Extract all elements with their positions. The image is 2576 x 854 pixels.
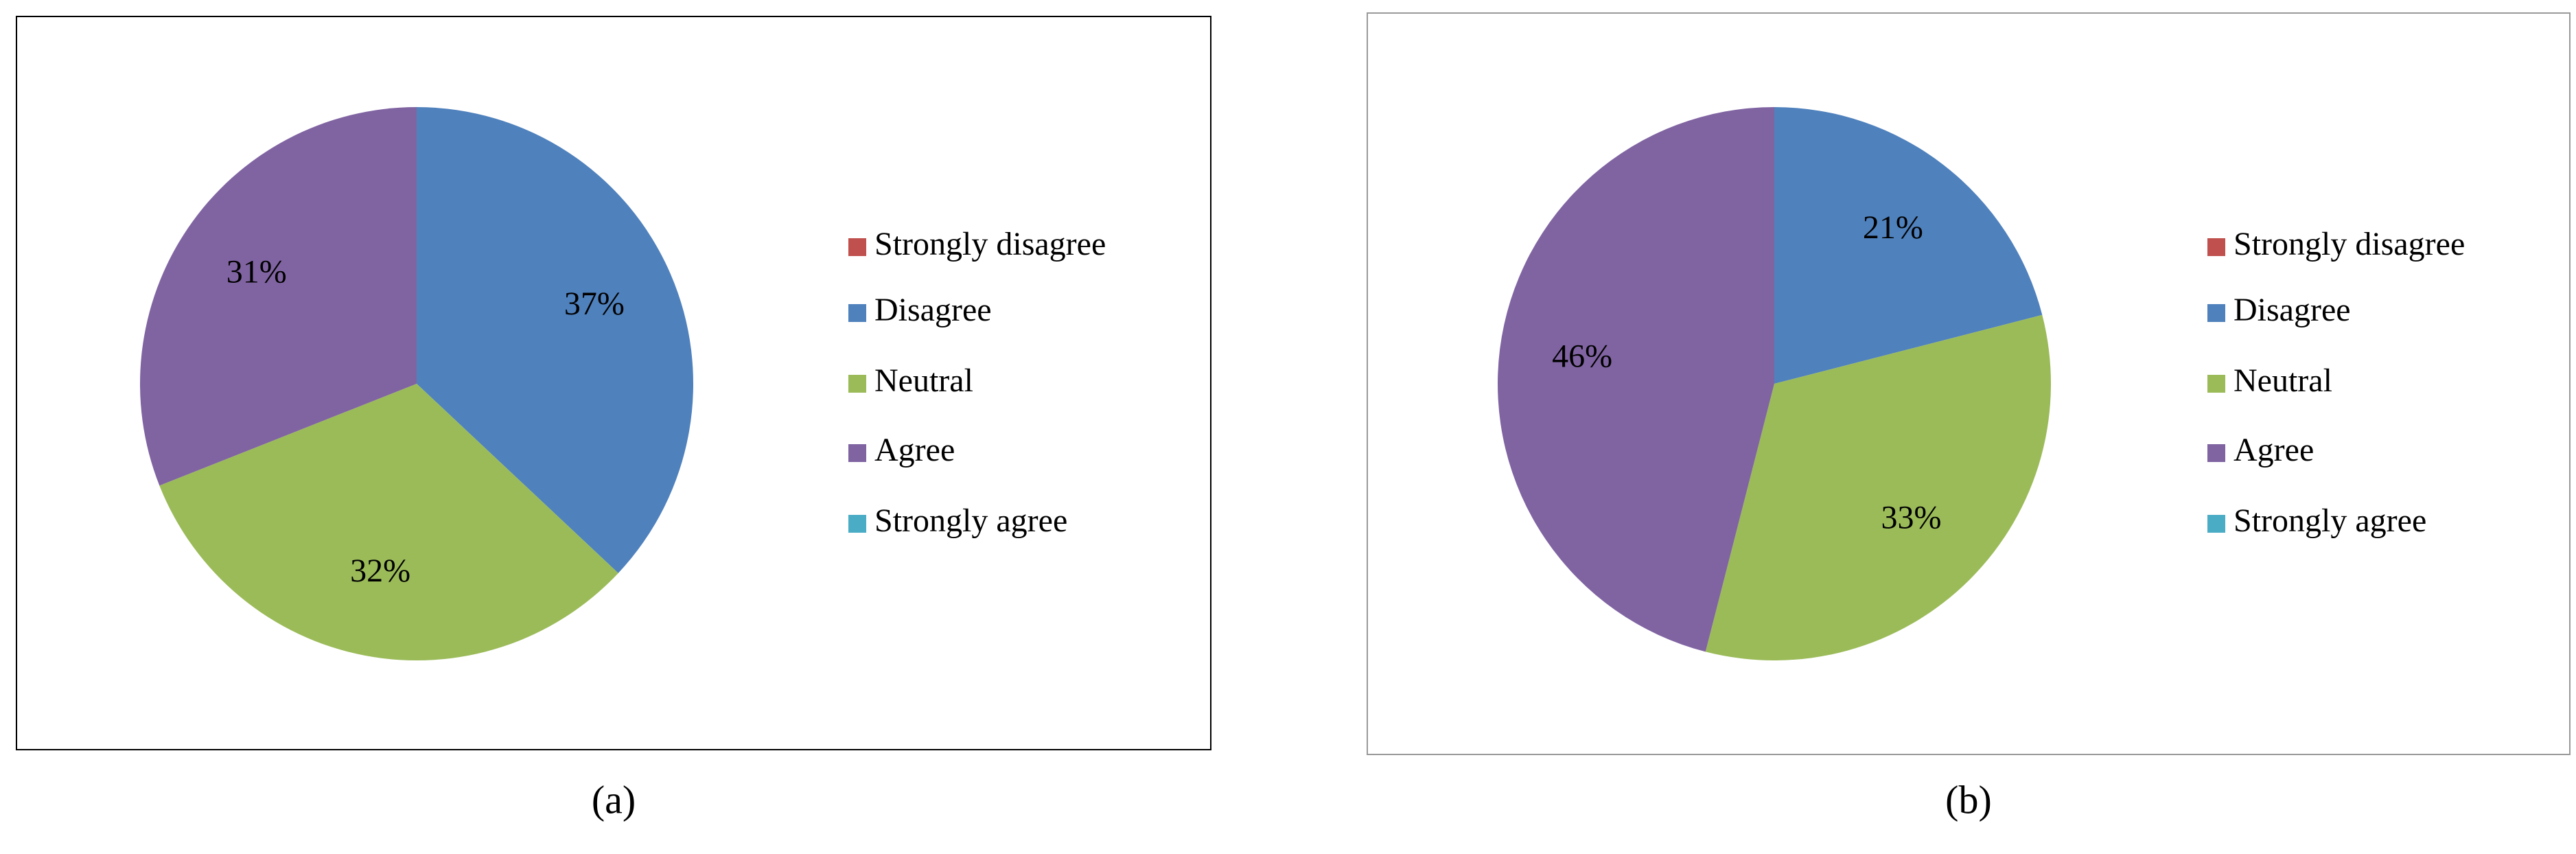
pie-slice [417,107,693,573]
pie-slice [1705,314,2051,660]
legend-label: Strongly agree [874,503,1067,539]
legend-swatch [848,515,866,533]
caption: (b) [1945,777,1992,822]
data-label: 32% [350,553,410,589]
legend-label: Agree [2233,432,2314,468]
caption: (a) [592,777,636,822]
data-label: 31% [227,253,287,290]
legend-swatch [848,304,866,322]
legend-label: Neutral [874,362,973,399]
data-label: 33% [1881,499,1941,535]
legend-label: Neutral [2233,362,2332,399]
legend-label: Agree [874,432,955,468]
pie-slice [139,107,417,486]
pie-slice [159,384,618,660]
data-label: 37% [564,286,625,322]
legend-label: Strongly disagree [874,226,1106,262]
data-label: 46% [1552,338,1612,375]
legend-label: Strongly agree [2233,503,2426,539]
legend-swatch [2207,238,2225,256]
data-label: 21% [1863,209,1923,246]
legend-label: Disagree [2233,292,2351,328]
legend-label: Strongly disagree [2233,226,2465,262]
legend-swatch [2207,375,2225,393]
legend-swatch [848,238,866,256]
legend-swatch [2207,515,2225,533]
legend-swatch [2207,304,2225,322]
legend-swatch [2207,444,2225,462]
pie-slice [1774,107,2043,384]
pie-slice [1498,107,1774,652]
legend-swatch [848,444,866,462]
legend-label: Disagree [874,292,992,328]
legend-swatch [848,375,866,393]
